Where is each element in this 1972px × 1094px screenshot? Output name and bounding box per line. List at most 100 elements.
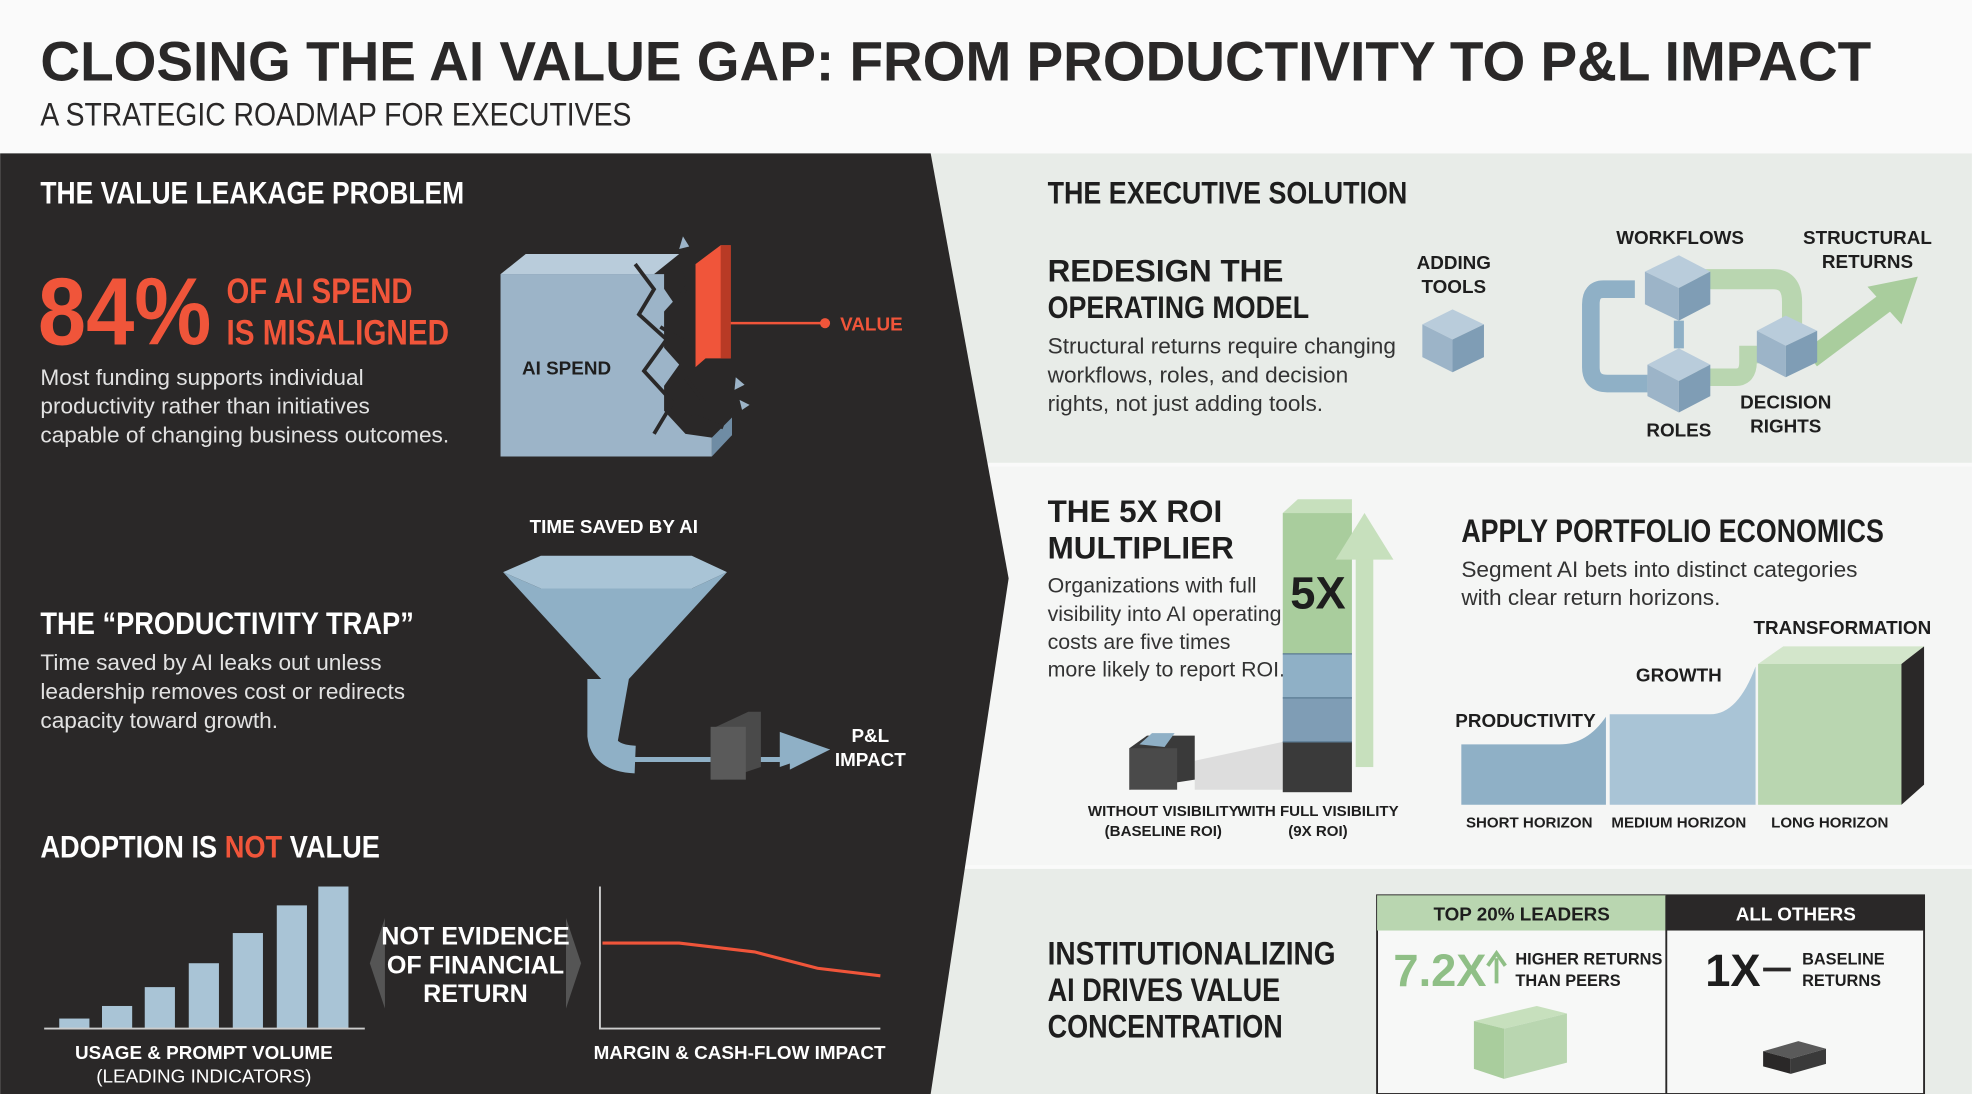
shape — [101, 1005, 133, 1029]
callout: NOT EVIDENCE — [381, 922, 569, 950]
shape — [1452, 324, 1484, 373]
shape — [500, 254, 680, 275]
shape — [1644, 271, 1679, 321]
illustrative-bars — [59, 886, 349, 1029]
shape — [1647, 364, 1679, 413]
stat: 84% — [38, 259, 212, 366]
shape — [1504, 1013, 1567, 1079]
heading-part: ADOPTION IS — [40, 830, 224, 865]
label: WORKFLOWS — [1616, 227, 1744, 248]
shape — [1422, 309, 1484, 340]
label: STRUCTURAL — [1803, 227, 1932, 248]
shape — [144, 987, 175, 1029]
heading: MULTIPLIER — [1048, 530, 1234, 565]
body-text: with clear return horizons. — [1460, 585, 1720, 610]
heading-emphasis: NOT — [225, 830, 282, 865]
chevron — [566, 917, 582, 1009]
dark-panel — [0, 153, 1009, 1094]
figure: 7.2X — [1393, 945, 1486, 996]
label: RIGHTS — [1750, 416, 1821, 437]
shape — [232, 933, 263, 1029]
badge: 5X — [1290, 568, 1345, 619]
heading: REDESIGN THE — [1048, 254, 1284, 289]
output-label: P&L — [851, 725, 889, 746]
caption: WITH FULL VISIBILITY — [1237, 803, 1398, 820]
figure: 1X — [1705, 945, 1760, 996]
heading: THE VALUE LEAKAGE PROBLEM — [40, 176, 464, 211]
horizon: SHORT HORIZON — [1466, 814, 1593, 831]
shape — [1582, 280, 1648, 393]
broken-cube — [500, 236, 750, 457]
shape — [500, 274, 712, 457]
shape — [1609, 666, 1756, 805]
heading: APPLY PORTFOLIO ECONOMICS — [1461, 512, 1884, 549]
figure-label: HIGHER RETURNS — [1515, 950, 1662, 968]
output-label: IMPACT — [835, 749, 906, 770]
step-name: PRODUCTIVITY — [1455, 710, 1596, 731]
leader-block — [1473, 1005, 1567, 1079]
subtitle: A STRATEGIC ROADMAP FOR EXECUTIVES — [40, 96, 631, 133]
column-header: TOP 20% LEADERS — [1433, 903, 1609, 924]
shape — [276, 905, 307, 1029]
body-text: Organizations with full — [1048, 573, 1257, 597]
body-text: capacity toward growth. — [40, 708, 278, 733]
shape — [734, 377, 745, 390]
shape — [1461, 716, 1606, 805]
heading: THE EXECUTIVE SOLUTION — [1048, 176, 1408, 211]
heading: CONCENTRATION — [1048, 1007, 1283, 1044]
body-text: Segment AI bets into distinct categories — [1461, 557, 1857, 582]
heading: THE “PRODUCTIVITY TRAP” — [40, 606, 413, 641]
callout: OF FINANCIAL — [387, 951, 564, 979]
caption: MARGIN & CASH-FLOW IMPACT — [594, 1042, 886, 1063]
shape — [1282, 697, 1352, 742]
connector-dot — [820, 318, 831, 329]
label: ROLES — [1646, 419, 1711, 440]
shape — [1763, 1041, 1826, 1059]
table-header — [1666, 895, 1925, 931]
horizon: MEDIUM HORIZON — [1611, 814, 1746, 831]
step-name: GROWTH — [1636, 665, 1722, 686]
body-text: Time saved by AI leaks out unless — [40, 650, 381, 675]
callout: RETURN — [423, 980, 528, 1008]
label: TOOLS — [1421, 276, 1486, 297]
body-text: visibility into AI operating — [1048, 602, 1282, 626]
stat-label: IS MISALIGNED — [226, 314, 449, 353]
shape — [318, 886, 349, 1029]
column-header: ALL OTHERS — [1736, 903, 1856, 924]
body-text: productivity rather than initiatives — [40, 394, 369, 419]
value-label: VALUE — [840, 314, 903, 335]
heading: ADOPTION IS NOT VALUE — [40, 830, 380, 865]
body-text: Structural returns require changing — [1048, 333, 1396, 358]
label: RETURNS — [1822, 251, 1913, 272]
shape — [1785, 330, 1818, 378]
horizon: LONG HORIZON — [1771, 814, 1888, 831]
body-text: more likely to report ROI. — [1048, 658, 1285, 682]
body-text: Most funding supports individual — [40, 365, 363, 390]
roi-stacks — [1129, 499, 1394, 793]
funnel — [503, 555, 831, 780]
shape — [1697, 269, 1803, 327]
shape — [1129, 748, 1178, 790]
shape — [1756, 330, 1786, 378]
shape — [1422, 324, 1453, 373]
body-text: leadership removes cost or redirects — [40, 679, 405, 704]
figure-label: THAN PEERS — [1515, 972, 1620, 990]
label: ADDING — [1417, 252, 1491, 273]
shape — [1758, 646, 1925, 664]
up-arrow — [1486, 949, 1507, 984]
caption: (9X ROI) — [1288, 823, 1347, 840]
tool-cube — [1422, 309, 1484, 373]
caption: WITHOUT VISIBILITY — [1088, 803, 1239, 820]
heading: OPERATING MODEL — [1048, 290, 1310, 325]
shape — [1282, 653, 1352, 698]
shape — [1678, 364, 1711, 413]
shape — [679, 236, 690, 249]
shape — [779, 731, 831, 768]
stat-label: OF AI SPEND — [226, 272, 412, 311]
shape — [587, 679, 637, 774]
shape — [1790, 1048, 1826, 1074]
shape — [1867, 276, 1918, 325]
shape — [1282, 513, 1352, 654]
